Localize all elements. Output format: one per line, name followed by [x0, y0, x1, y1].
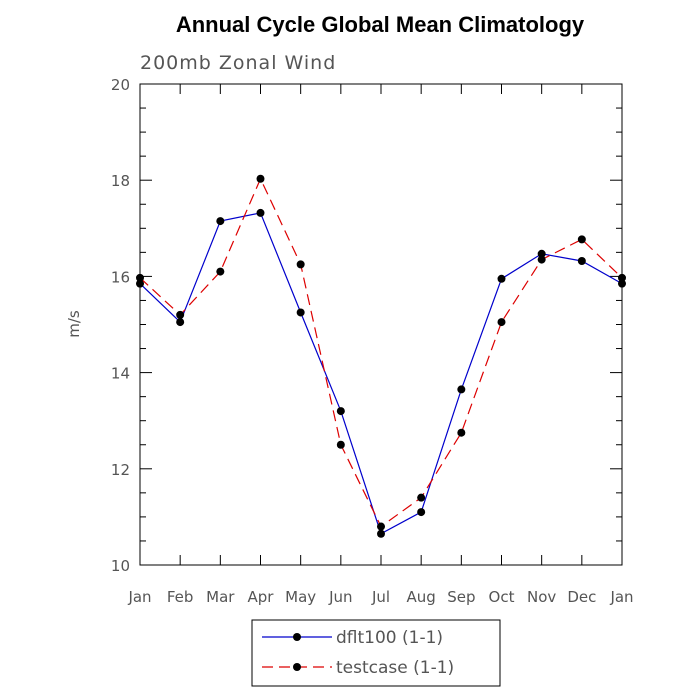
series-1-point	[497, 274, 506, 283]
series-2-point	[618, 273, 626, 282]
legend-label-2: testcase (1-1)	[336, 658, 454, 678]
series-1-point	[336, 407, 345, 416]
x-tick-label: Feb	[167, 588, 194, 606]
y-tick-label: 12	[111, 461, 130, 479]
x-tick-label: May	[285, 588, 316, 606]
plot-frame	[139, 83, 623, 566]
series-2-point	[457, 428, 466, 437]
x-tick-label: Apr	[248, 588, 275, 606]
x-tick-label: Aug	[407, 588, 436, 606]
series-2-point	[577, 235, 586, 244]
series-1-point	[256, 208, 265, 217]
series-1-point	[457, 385, 466, 394]
series-2-point	[256, 174, 265, 183]
series-1-point	[577, 257, 586, 266]
series-1-point	[296, 308, 305, 317]
legend-label-1: dflt100 (1-1)	[336, 628, 443, 648]
x-tick-label: Dec	[567, 588, 596, 606]
plot-area: 10 12 14 16 18 20 Jan Feb Mar Apr May Jun Jul Aug Sep O…	[111, 76, 634, 606]
series-2-point	[216, 267, 225, 276]
y-tick-label: 16	[111, 268, 130, 286]
y-tick-label: 14	[111, 365, 130, 383]
legend: dflt100 (1-1) testcase (1-1)	[251, 619, 501, 687]
series-1-point	[216, 217, 225, 226]
series-2-point	[336, 440, 345, 449]
series-2-point	[537, 255, 546, 264]
series-2-point	[377, 522, 385, 531]
y-tick-label: 20	[111, 76, 130, 94]
legend-marker-2	[293, 663, 301, 671]
chart-subtitle: 200mb Zonal Wind	[140, 52, 336, 74]
x-tick-label: Oct	[489, 588, 515, 606]
series-line-2	[139, 177, 623, 528]
y-tick-label: 18	[111, 172, 130, 190]
legend-marker-1	[293, 633, 301, 641]
x-tick-label: Nov	[527, 588, 556, 606]
legend-box	[251, 619, 501, 687]
series-2-point	[417, 493, 426, 502]
series-1-point	[377, 529, 385, 538]
series-line-1	[139, 212, 623, 535]
x-tick-label: Jul	[371, 588, 390, 606]
x-tick-label: Mar	[206, 588, 235, 606]
series-2-point	[176, 310, 185, 319]
x-tick-label: Jan	[609, 588, 633, 606]
x-tick-label: Sep	[447, 588, 475, 606]
x-tick-label: Jan	[127, 588, 151, 606]
series-1-point	[417, 508, 426, 517]
series-2-point	[497, 318, 506, 327]
x-tick-label: Jun	[328, 588, 352, 606]
chart-title: Annual Cycle Global Mean Climatology	[176, 12, 585, 37]
series-1-point	[537, 249, 546, 258]
series-1-point	[136, 279, 144, 288]
y-tick-label: 10	[111, 557, 130, 575]
y-axis-label: m/s	[65, 310, 83, 338]
series-1-point	[176, 318, 185, 327]
series-2-point	[136, 273, 144, 282]
series-2-point	[296, 260, 305, 269]
series-1-point	[618, 279, 626, 288]
